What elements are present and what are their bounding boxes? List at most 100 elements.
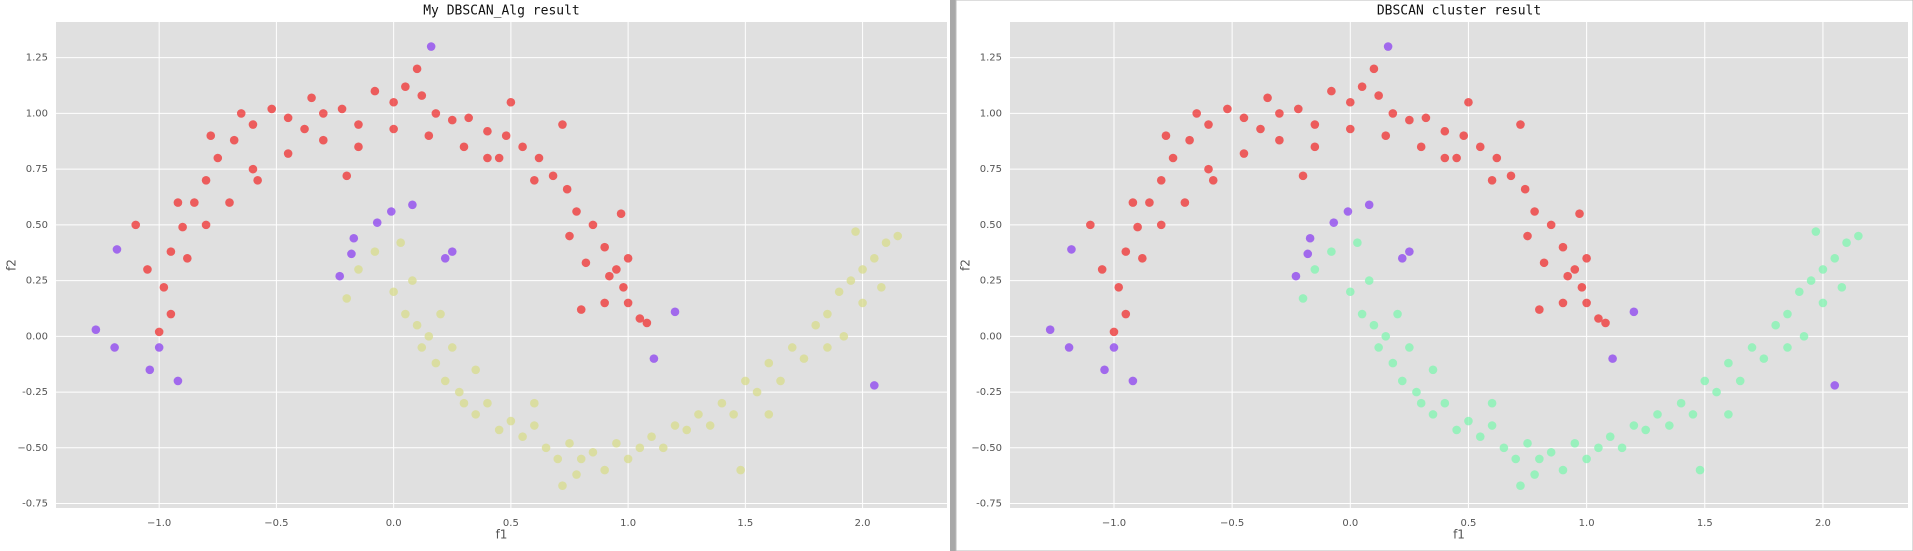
data-point xyxy=(619,282,628,292)
data-point xyxy=(494,425,504,435)
data-point xyxy=(447,247,457,256)
data-point xyxy=(1303,249,1313,259)
data-point xyxy=(635,314,645,323)
x-tick-label: −1.0 xyxy=(147,518,171,529)
data-point xyxy=(1530,207,1539,216)
data-point xyxy=(154,327,164,337)
y-tick-label: 0.25 xyxy=(26,276,48,287)
data-point xyxy=(1383,42,1393,51)
data-point xyxy=(494,153,504,163)
data-point xyxy=(572,207,581,216)
x-tick-label: 0.0 xyxy=(386,518,402,529)
data-point xyxy=(501,131,511,140)
data-point xyxy=(471,410,481,419)
data-point xyxy=(558,481,567,491)
data-point xyxy=(562,184,572,194)
data-point xyxy=(283,149,293,158)
data-point xyxy=(1487,175,1497,185)
data-point xyxy=(424,332,434,341)
data-point xyxy=(717,398,727,408)
data-point xyxy=(787,343,797,352)
data-point xyxy=(1294,104,1303,114)
data-point xyxy=(253,175,262,185)
data-point xyxy=(1298,171,1308,181)
data-point xyxy=(1128,198,1138,207)
x-tick-label: 1.0 xyxy=(1579,518,1595,529)
y-tick-label: -0.75 xyxy=(22,499,48,510)
data-point xyxy=(436,309,445,319)
data-point xyxy=(1558,465,1568,475)
data-point xyxy=(530,398,539,408)
data-point xyxy=(1487,398,1497,408)
data-point xyxy=(1310,142,1320,152)
y-tick-label: 0.50 xyxy=(26,220,48,231)
data-point xyxy=(166,247,176,256)
data-point xyxy=(682,425,692,435)
x-tick-label: 1.5 xyxy=(1697,518,1713,529)
y-tick-label: 0.00 xyxy=(980,331,1002,342)
data-point xyxy=(729,410,738,419)
data-point xyxy=(1617,443,1627,453)
data-point xyxy=(518,432,527,441)
data-point xyxy=(408,200,417,210)
data-point xyxy=(1695,465,1705,475)
data-point xyxy=(1109,343,1119,352)
data-point xyxy=(1256,124,1265,134)
plot-area xyxy=(56,22,947,508)
data-point xyxy=(319,109,328,118)
data-point xyxy=(893,231,903,241)
data-point xyxy=(1475,142,1485,152)
data-point xyxy=(1854,231,1863,241)
data-point xyxy=(389,124,398,134)
data-point xyxy=(236,109,246,118)
data-point xyxy=(1818,298,1828,308)
data-point xyxy=(143,265,152,274)
data-point xyxy=(846,276,856,285)
data-point xyxy=(307,93,316,103)
x-tick-label: 1.0 xyxy=(620,518,636,529)
data-point xyxy=(530,175,539,185)
data-point xyxy=(858,298,867,308)
data-point xyxy=(558,120,567,129)
data-point xyxy=(159,282,169,292)
data-point xyxy=(1582,454,1591,464)
data-point xyxy=(201,175,211,185)
data-point xyxy=(877,282,886,292)
data-point xyxy=(548,171,558,181)
data-point xyxy=(319,135,328,145)
data-point xyxy=(642,318,652,328)
data-point xyxy=(337,104,347,114)
y-tick-label: 0.75 xyxy=(26,164,48,175)
data-point xyxy=(1208,175,1218,185)
data-point xyxy=(396,238,405,248)
data-point xyxy=(1516,481,1525,491)
y-axis-label: f2 xyxy=(959,259,973,271)
data-point xyxy=(534,153,544,163)
data-point xyxy=(870,254,879,263)
data-point xyxy=(483,153,492,163)
data-point xyxy=(736,465,745,475)
data-point xyxy=(131,220,141,230)
data-point xyxy=(1428,365,1438,375)
data-point xyxy=(799,354,809,363)
data-point xyxy=(173,376,183,386)
data-point xyxy=(1369,64,1379,74)
y-tick-label: −0.50 xyxy=(971,443,1002,454)
data-point xyxy=(1575,209,1584,219)
x-tick-label: −0.5 xyxy=(264,518,288,529)
data-point xyxy=(881,238,891,248)
data-point xyxy=(612,439,621,448)
data-point xyxy=(1388,358,1398,368)
data-point xyxy=(1275,109,1284,118)
data-point xyxy=(1535,454,1544,464)
data-point xyxy=(1539,258,1549,268)
data-point xyxy=(354,142,363,152)
data-point xyxy=(1641,425,1650,435)
data-point xyxy=(1357,309,1367,319)
data-point xyxy=(1421,113,1431,123)
data-point xyxy=(1381,332,1391,341)
data-point xyxy=(1291,271,1301,281)
data-point xyxy=(401,82,410,91)
y-tick-label: 1.00 xyxy=(980,108,1002,119)
data-point xyxy=(112,245,122,254)
